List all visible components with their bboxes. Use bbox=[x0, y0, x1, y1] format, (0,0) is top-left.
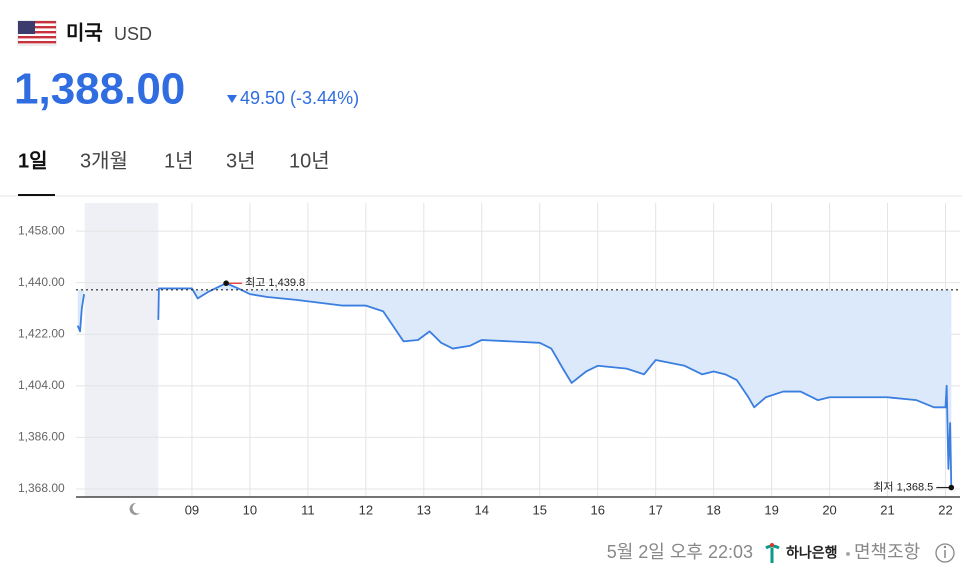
currency: USD bbox=[114, 24, 152, 44]
annotation-marker bbox=[948, 484, 955, 491]
x-tick-label: 22 bbox=[938, 502, 952, 517]
country: 미국 bbox=[66, 21, 103, 44]
x-tick-label: 21 bbox=[880, 502, 894, 517]
y-tick-label: 1,404.00 bbox=[18, 378, 65, 392]
separator-dot bbox=[846, 552, 850, 556]
hana-logo bbox=[765, 543, 780, 563]
tab[interactable]: 1일 bbox=[18, 149, 48, 172]
annotation-label: 최저 1,368.5 bbox=[873, 480, 933, 493]
x-tick-label: 20 bbox=[822, 502, 836, 517]
y-tick-label: 1,458.00 bbox=[18, 223, 65, 237]
night-shade bbox=[84, 203, 159, 497]
x-tick-label: 10 bbox=[243, 502, 257, 517]
x-tick-label: 17 bbox=[648, 502, 662, 517]
x-tick-label: 12 bbox=[359, 502, 373, 517]
source: 하나은행 bbox=[786, 545, 838, 561]
down-arrow bbox=[227, 95, 237, 103]
timestamp: 5월 2일 오후 22:03 bbox=[607, 542, 753, 562]
info-icon[interactable] bbox=[935, 543, 955, 563]
x-tick-label: 09 bbox=[185, 502, 199, 517]
disclaimer[interactable]: 면책조항 bbox=[854, 542, 920, 562]
area-fill bbox=[158, 283, 952, 488]
x-tick-label: 13 bbox=[417, 502, 431, 517]
annotation-label: 최고 1,439.8 bbox=[245, 276, 305, 289]
x-tick-label: 19 bbox=[764, 502, 778, 517]
y-tick-label: 1,440.00 bbox=[18, 275, 65, 289]
y-tick-label: 1,368.00 bbox=[18, 481, 65, 495]
y-tick-label: 1,386.00 bbox=[18, 430, 65, 444]
x-tick-label: 18 bbox=[706, 502, 720, 517]
tab[interactable]: 3년 bbox=[226, 149, 256, 172]
price-line bbox=[76, 282, 953, 488]
y-tick-label: 1,422.00 bbox=[18, 326, 65, 340]
x-tick-label: 11 bbox=[301, 502, 315, 517]
x-tick-label: 16 bbox=[590, 502, 604, 517]
tab[interactable]: 10년 bbox=[289, 149, 330, 172]
tab[interactable]: 1년 bbox=[164, 149, 194, 172]
x-tick-label: 14 bbox=[475, 502, 489, 517]
x-tick-label: 15 bbox=[533, 502, 547, 517]
price: 1,388.00 bbox=[14, 65, 185, 114]
moon-icon bbox=[129, 502, 140, 515]
price-change: 49.50 (-3.44%) bbox=[240, 88, 359, 108]
tab[interactable]: 3개월 bbox=[80, 149, 128, 172]
annotation-marker bbox=[223, 280, 229, 287]
us-flag bbox=[17, 20, 57, 46]
